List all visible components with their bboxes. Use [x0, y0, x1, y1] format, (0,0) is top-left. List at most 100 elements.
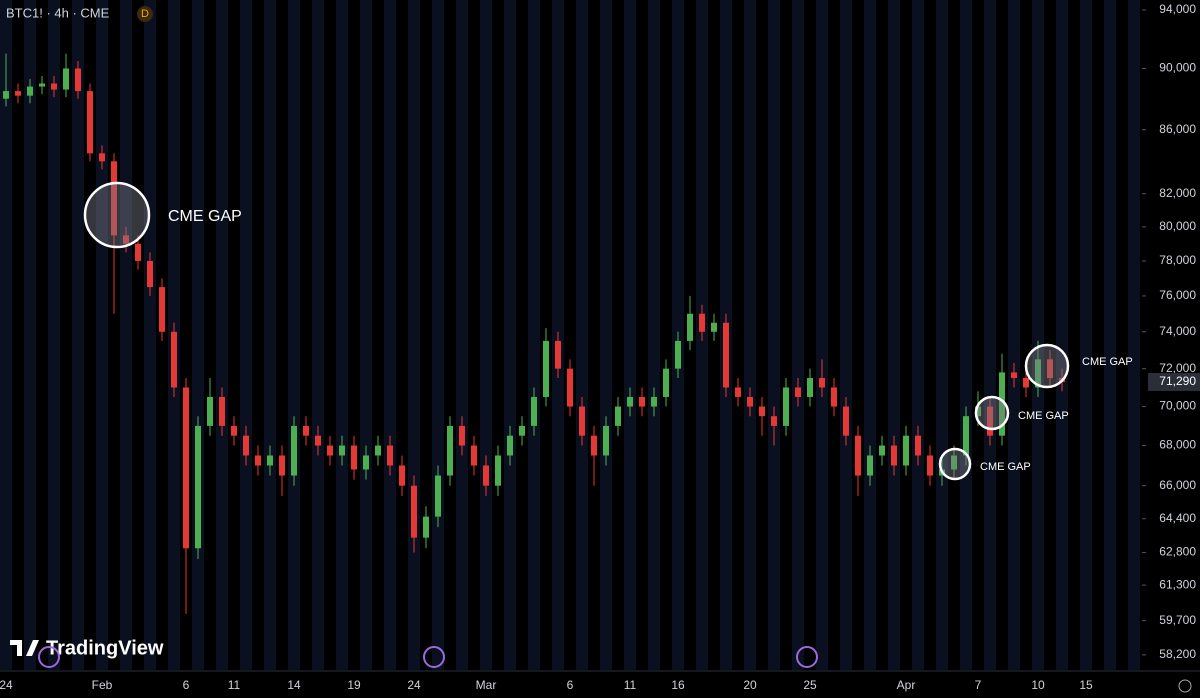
y-tick-label: 86,000 — [1159, 122, 1196, 136]
candle-body — [891, 445, 897, 466]
stripe — [528, 0, 540, 670]
candle-body — [351, 445, 357, 470]
x-tick-label: 10 — [1031, 678, 1045, 692]
logo-icon — [10, 640, 39, 656]
candle-body — [279, 455, 285, 476]
x-tick-label: Apr — [897, 678, 916, 692]
candle-body — [159, 287, 165, 332]
stripe — [24, 0, 36, 670]
candle-body — [447, 425, 453, 476]
candle-body — [387, 445, 393, 466]
candle-body — [315, 435, 321, 446]
gap-circle — [83, 181, 151, 249]
candle-body — [903, 435, 909, 466]
candle-body — [771, 416, 777, 426]
badge: D — [141, 8, 149, 20]
event-icon — [38, 646, 60, 668]
settings-icon[interactable] — [1178, 679, 1192, 693]
y-tick-label: 58,200 — [1159, 647, 1196, 661]
x-tick-label: Feb — [92, 678, 113, 692]
candle-body — [63, 68, 69, 90]
y-tick-label: 59,700 — [1159, 613, 1196, 627]
stripe — [48, 0, 60, 670]
candle-body — [627, 396, 633, 407]
gap-circle — [1024, 343, 1070, 389]
candle-body — [411, 485, 417, 538]
stripe — [960, 0, 972, 670]
stripe — [96, 0, 108, 670]
stripe — [1080, 0, 1092, 670]
session-stripes — [0, 0, 1140, 670]
stripe — [1056, 0, 1068, 670]
stripe — [600, 0, 612, 670]
x-tick-label: 11 — [624, 678, 637, 692]
x-tick-label: 15 — [1079, 678, 1093, 692]
candle-body — [963, 416, 969, 456]
candle-body — [663, 368, 669, 397]
candle-body — [723, 322, 729, 388]
candle-body — [39, 83, 45, 87]
stripe — [0, 0, 12, 670]
x-tick-label: Mar — [476, 678, 497, 692]
stripe — [1104, 0, 1116, 670]
stripe — [816, 0, 828, 670]
candle-body — [255, 455, 261, 466]
y-tick-label: 90,000 — [1159, 61, 1196, 75]
stripe — [120, 0, 132, 670]
candle-body — [51, 83, 57, 90]
candles — [3, 53, 1065, 614]
y-tick-label: 64,400 — [1159, 511, 1196, 525]
badge-bg — [137, 6, 153, 22]
candle-body — [519, 425, 525, 436]
candle-body — [147, 260, 153, 288]
y-tick-label: 72,000 — [1159, 361, 1196, 375]
candle-body — [459, 425, 465, 446]
candle-body — [123, 235, 129, 244]
stripe — [456, 0, 468, 670]
candle-body — [339, 445, 345, 456]
candle-body — [579, 406, 585, 436]
candle-body — [783, 387, 789, 426]
event-icons — [38, 646, 818, 668]
candle-body — [291, 425, 297, 476]
y-tick-label: 82,000 — [1159, 186, 1196, 200]
stripe — [216, 0, 228, 670]
candle-body — [135, 243, 141, 261]
candle-body — [987, 406, 993, 436]
stripe — [504, 0, 516, 670]
stripe — [432, 0, 444, 670]
y-tick-label: 80,000 — [1159, 219, 1196, 233]
stripe — [888, 0, 900, 670]
candle-body — [831, 387, 837, 407]
candle-body — [603, 425, 609, 456]
y-tick-label: 70,000 — [1159, 399, 1196, 413]
stripe — [480, 0, 492, 670]
logo: TradingView — [10, 637, 164, 659]
y-tick-label: 61,300 — [1159, 577, 1196, 591]
stripe — [1128, 0, 1140, 670]
candle-body — [495, 455, 501, 486]
annotation: CME GAP — [980, 461, 1031, 473]
y-tick-label: 76,000 — [1159, 288, 1196, 302]
stripe — [360, 0, 372, 670]
stripe — [576, 0, 588, 670]
y-tick-label: 94,000 — [1159, 2, 1196, 16]
x-tick-label: 24 — [0, 678, 13, 692]
x-tick-label: 14 — [287, 678, 301, 692]
candle-body — [927, 455, 933, 476]
candle-body — [711, 322, 717, 332]
candle-body — [423, 516, 429, 538]
candle-body — [111, 161, 117, 236]
candle-body — [543, 340, 549, 397]
annotation: CME GAP — [1082, 356, 1133, 368]
candle-body — [3, 91, 9, 99]
candle-body — [183, 387, 189, 549]
symbol-title: BTC1! · 4h · CME — [6, 5, 110, 20]
event-icon — [796, 646, 818, 668]
x-tick-label: 6 — [183, 678, 190, 692]
candle-body — [75, 68, 81, 92]
stripe — [768, 0, 780, 670]
candle-body — [375, 445, 381, 456]
candle-body — [243, 435, 249, 456]
